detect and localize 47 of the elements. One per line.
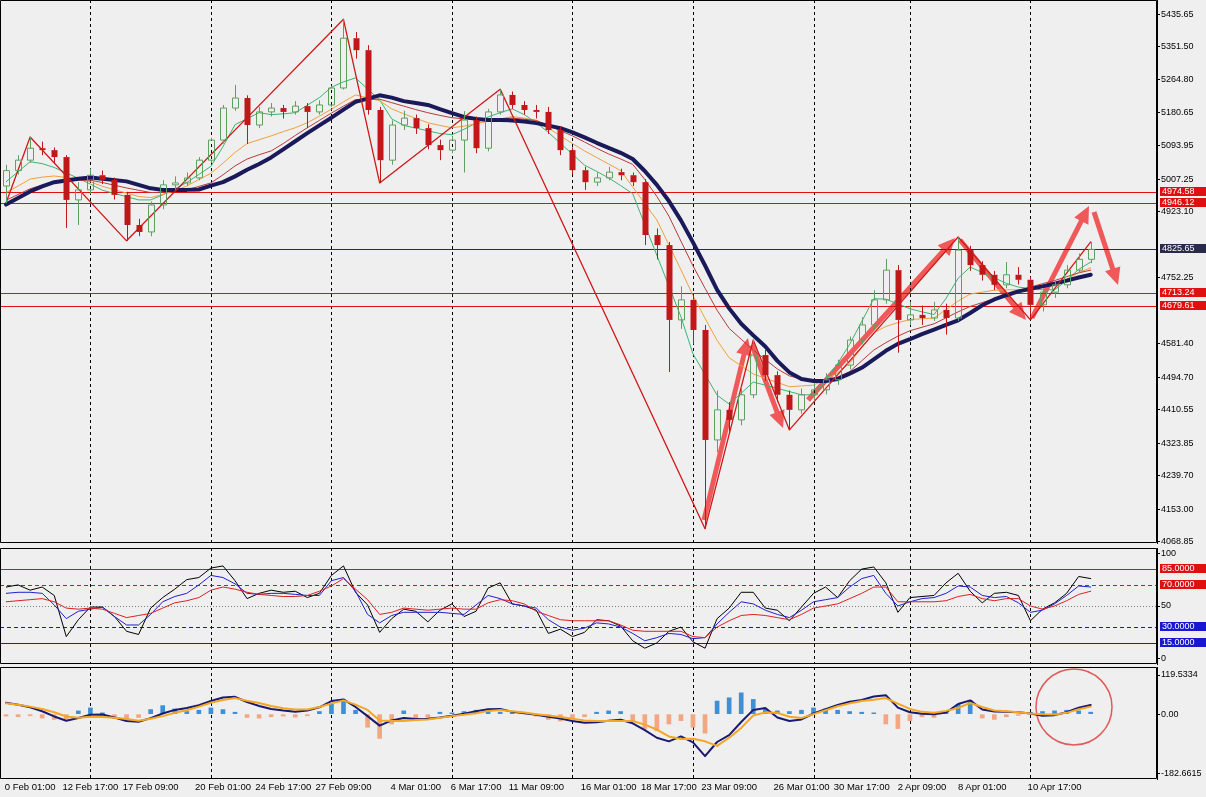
x-tick-label: 16 Mar 01:00 xyxy=(580,781,637,793)
y-tick-label: 5435.65 xyxy=(1161,8,1194,19)
y-tick-label: 0 xyxy=(1161,653,1167,664)
y-tick-label: 4239.70 xyxy=(1161,470,1194,481)
y-tick-label: 4323.85 xyxy=(1161,437,1194,448)
x-tick-label: 2 Apr 09:00 xyxy=(897,781,947,793)
x-tick-label: 11 Mar 09:00 xyxy=(508,781,564,793)
x-tick-label: 8 Apr 01:00 xyxy=(957,781,1007,793)
x-tick-label: 4 Mar 01:00 xyxy=(390,781,442,793)
x-tick-label: 30 Mar 17:00 xyxy=(833,781,890,793)
x-tick-label: 10 Apr 17:00 xyxy=(1027,781,1082,793)
ref-line-label: 30.0000 xyxy=(1162,620,1195,631)
ref-line-label: 70.0000 xyxy=(1162,578,1195,589)
y-tick-label: 119.5334 xyxy=(1161,669,1198,680)
y-tick-label: 5351.50 xyxy=(1161,40,1194,51)
y-tick-label: 5180.65 xyxy=(1161,106,1194,117)
y-tick-label: 100 xyxy=(1161,547,1177,558)
ref-line-label: 4679.61 xyxy=(1162,299,1195,310)
y-tick-label: 5264.80 xyxy=(1161,74,1194,85)
x-tick-label: 24 Feb 17:00 xyxy=(255,781,312,793)
y-tick-label: 4068.85 xyxy=(1161,536,1194,546)
y-tick-label: 50 xyxy=(1161,600,1172,611)
y-tick-label: 4410.55 xyxy=(1161,404,1194,415)
ref-line-label: 4946.12 xyxy=(1162,196,1195,207)
y-tick-label: 4581.40 xyxy=(1161,338,1194,349)
x-tick-label: 12 Feb 17:00 xyxy=(62,781,119,793)
y-tick-label: 5093.95 xyxy=(1161,140,1194,151)
x-tick-label: 26 Mar 01:00 xyxy=(773,781,830,793)
y-tick-label: -182.6615 xyxy=(1161,768,1202,779)
x-tick-label: 20 Feb 01:00 xyxy=(194,781,251,793)
x-tick-label: 17 Feb 09:00 xyxy=(122,781,179,793)
y-tick-label: 5007.25 xyxy=(1161,173,1194,184)
y-tick-label: 4494.70 xyxy=(1161,371,1194,382)
y-tick-label: 4923.10 xyxy=(1161,206,1194,217)
x-tick-label: 18 Mar 17:00 xyxy=(640,781,697,793)
x-tick-label: 0 Feb 01:00 xyxy=(4,781,56,793)
ref-line-label: 4825.65 xyxy=(1162,242,1195,253)
ref-line-label: 85.0000 xyxy=(1162,562,1195,573)
y-tick-label: 0.00 xyxy=(1161,708,1179,719)
x-tick-label: 27 Feb 09:00 xyxy=(315,781,372,793)
ref-line-label: 15.0000 xyxy=(1162,636,1195,647)
y-tick-label: 4153.00 xyxy=(1161,503,1194,514)
x-tick-label: 23 Mar 09:00 xyxy=(701,781,758,793)
y-tick-label: 4752.25 xyxy=(1161,272,1194,283)
ref-line-label: 4974.58 xyxy=(1162,185,1195,196)
x-tick-label: 6 Mar 17:00 xyxy=(450,781,502,793)
ref-line-label: 4713.24 xyxy=(1162,286,1195,297)
